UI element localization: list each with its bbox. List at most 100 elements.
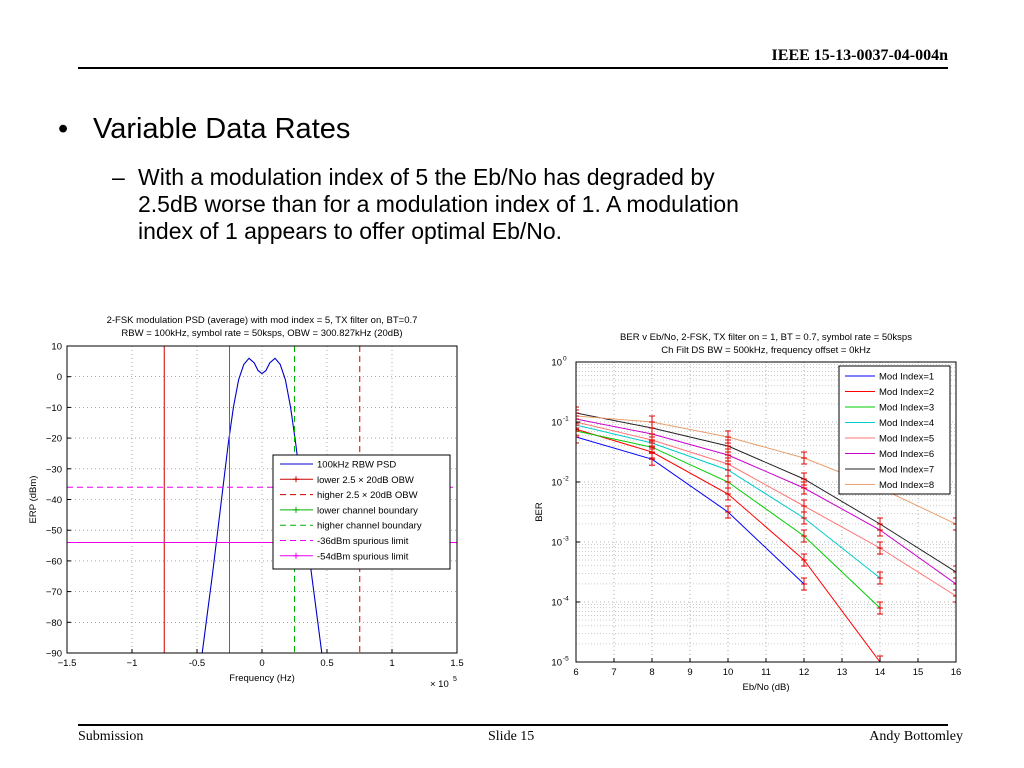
- bullet-text: Variable Data Rates: [93, 113, 351, 145]
- psd-ytick-label: −60: [46, 556, 62, 567]
- ber-point-marker: [576, 410, 579, 416]
- ber-point-marker: [801, 515, 807, 521]
- psd-xtick-label: 0.5: [320, 658, 333, 669]
- ber-legend-label-8: Mod Index=8: [879, 480, 934, 491]
- ber-point-marker: [725, 452, 731, 458]
- ber-point-marker: [801, 455, 807, 461]
- ber-point-marker: [953, 569, 956, 575]
- ber-xtick-label: 13: [837, 667, 848, 678]
- ber-point-marker: [725, 443, 731, 449]
- psd-legend-label-6: -36dBm spurious limit: [317, 536, 409, 547]
- psd-legend-label-4: lower channel boundary: [317, 505, 418, 516]
- ber-ytick-label: 10: [551, 598, 562, 609]
- psd-ytick-label: −50: [46, 526, 62, 537]
- ber-point-marker: [953, 521, 956, 527]
- psd-ytick-label: 0: [57, 372, 62, 383]
- ber-point-marker: [801, 533, 807, 539]
- ber-point-marker: [801, 557, 807, 563]
- psd-ytick-label: −90: [46, 649, 62, 660]
- ber-point-marker: [801, 476, 807, 482]
- psd-x-multiplier-exp: 5: [453, 676, 457, 683]
- ber-xtick-label: 10: [723, 667, 734, 678]
- psd-ytick-label: −10: [46, 403, 62, 414]
- ber-point-marker: [725, 434, 731, 440]
- ber-xtick-label: 12: [799, 667, 810, 678]
- psd-legend-label-1: 100kHz RBW PSD: [317, 460, 396, 471]
- ber-xtick-label: 15: [913, 667, 924, 678]
- ber-point-marker: [877, 605, 883, 611]
- psd-legend-label-7: -54dBm spurious limit: [317, 551, 409, 562]
- sub-bullet-line-2: 2.5dB worse than for a modulation index …: [138, 191, 739, 217]
- ber-point-marker: [725, 509, 731, 515]
- ber-point-marker: [649, 419, 655, 425]
- ber-chart-title: Ch Filt DS BW = 500kHz, frequency offset…: [661, 345, 871, 356]
- psd-ylabel: ERP (dBm): [28, 476, 39, 524]
- ber-series-6-line: [576, 418, 956, 585]
- ber-point-marker: [953, 581, 956, 587]
- ber-ytick-exponent: -1: [563, 416, 569, 423]
- ber-xlabel: Eb/No (dB): [743, 682, 790, 693]
- document-id: IEEE 15-13-0037-04-004n: [771, 47, 948, 64]
- ber-ytick-exponent: -4: [563, 596, 569, 603]
- ber-legend: [838, 365, 951, 495]
- psd-legend-marker-4: [293, 506, 299, 513]
- bullet-dot: •: [58, 113, 69, 145]
- footer-rule: [78, 724, 948, 726]
- ber-point-marker: [725, 491, 731, 497]
- psd-ytick-label: −80: [46, 618, 62, 629]
- ber-ytick-exponent: -2: [563, 476, 569, 483]
- psd-legend-label-2: lower 2.5 × 20dB OBW: [317, 475, 414, 486]
- psd-ytick-label: −20: [46, 434, 62, 445]
- ber-chart: BER v Eb/No, 2-FSK, TX filter on = 1, BT…: [534, 332, 962, 693]
- psd-ytick-label: −40: [46, 495, 62, 506]
- ber-series-1-line: [576, 436, 805, 585]
- psd-ytick-label: 10: [51, 342, 62, 353]
- ber-xtick-label: 7: [611, 667, 616, 678]
- ber-xtick-label: 14: [875, 667, 886, 678]
- sub-bullet-line-1: With a modulation index of 5 the Eb/No h…: [138, 164, 715, 190]
- psd-xtick-label: 1: [389, 658, 394, 669]
- ber-ytick-label: 10: [551, 538, 562, 549]
- ber-point-marker: [877, 575, 883, 581]
- psd-xtick-label: −1: [127, 658, 138, 669]
- ber-point-marker: [725, 461, 731, 467]
- psd-xtick-label: -0.5: [189, 658, 205, 669]
- ber-ytick-label: 10: [551, 358, 562, 369]
- footer-author: Andy Bottomley: [869, 729, 963, 744]
- footer-slide-number: Slide 15: [488, 729, 535, 744]
- psd-ytick-label: −70: [46, 587, 62, 598]
- psd-legend-marker-2: [293, 476, 299, 483]
- ber-legend-label-6: Mod Index=6: [879, 449, 934, 460]
- ber-xtick-label: 16: [951, 667, 962, 678]
- ber-point-marker: [953, 593, 956, 599]
- ber-point-marker: [725, 479, 731, 485]
- psd-xlabel: Frequency (Hz): [229, 673, 294, 684]
- psd-x-multiplier: × 10: [430, 679, 449, 690]
- ber-series-5-line: [576, 421, 956, 597]
- ber-xtick-label: 11: [761, 667, 771, 678]
- ber-legend-label-2: Mod Index=2: [879, 387, 934, 398]
- ber-legend-label-3: Mod Index=3: [879, 403, 934, 414]
- psd-xtick-label: 0: [259, 658, 264, 669]
- ber-point-marker: [576, 413, 579, 419]
- ber-ytick-exponent: 0: [563, 356, 567, 363]
- ber-ylabel: BER: [534, 502, 545, 522]
- ber-ytick-label: 10: [551, 418, 562, 429]
- psd-legend-label-3: higher 2.5 × 20dB OBW: [317, 490, 418, 501]
- ber-xtick-label: 6: [573, 667, 578, 678]
- psd-legend-marker-7: [293, 552, 299, 559]
- psd-ytick-label: −30: [46, 464, 62, 475]
- ber-ytick-exponent: -3: [563, 536, 569, 543]
- ber-point-marker: [801, 581, 807, 587]
- ber-ytick-exponent: -5: [563, 656, 569, 663]
- header-rule: [78, 67, 948, 69]
- psd-legend: [272, 454, 451, 570]
- sub-bullet-dash: –: [112, 164, 125, 190]
- ber-legend-label-7: Mod Index=7: [879, 465, 934, 476]
- ber-legend-label-5: Mod Index=5: [879, 434, 934, 445]
- footer-submission: Submission: [78, 729, 144, 744]
- psd-legend-label-5: higher channel boundary: [317, 521, 422, 532]
- ber-point-marker: [801, 485, 807, 491]
- psd-chart: 2-FSK modulation PSD (average) with mod …: [28, 315, 464, 690]
- ber-point-marker: [576, 426, 579, 433]
